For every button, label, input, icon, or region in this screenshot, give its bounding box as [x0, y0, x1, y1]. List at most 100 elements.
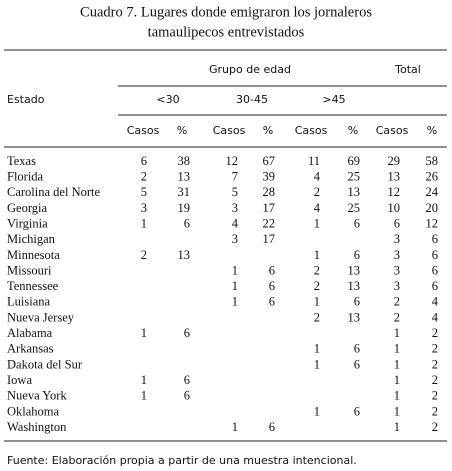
cell: 13	[388, 170, 401, 184]
cell: 38	[178, 154, 191, 168]
cell: 1	[394, 373, 400, 387]
sub-header: %	[263, 124, 273, 137]
state-name: Georgia	[7, 201, 47, 215]
state-name: Missouri	[7, 263, 52, 277]
cell: 6	[354, 248, 360, 262]
cell: 6	[432, 248, 438, 262]
state-name: Luisiana	[7, 295, 50, 309]
sub-header: Casos	[295, 124, 328, 137]
cell: 67	[263, 154, 276, 168]
cell: 3	[141, 201, 147, 215]
age-group: <30	[156, 93, 179, 106]
cell: 3	[232, 201, 238, 215]
cell: 6	[394, 216, 400, 230]
cell: 29	[388, 154, 401, 168]
sub-header: Casos	[127, 124, 160, 137]
cell: 17	[263, 232, 276, 246]
cell: 6	[184, 389, 190, 403]
cell: 13	[348, 310, 361, 324]
cell: 1	[141, 326, 147, 340]
cell: 6	[269, 420, 275, 434]
sub-header: Casos	[213, 124, 246, 137]
cell: 17	[263, 201, 276, 215]
cell: 3	[394, 248, 400, 262]
cell: 1	[314, 248, 320, 262]
state-name: Minnesota	[7, 248, 60, 262]
cell: 1	[232, 295, 238, 309]
cell: 1	[232, 263, 238, 277]
cell: 22	[263, 216, 276, 230]
title: Cuadro 7. Lugares donde emigraron los jo…	[80, 4, 372, 20]
state-name: Arkansas	[7, 342, 54, 356]
cell: 31	[178, 185, 191, 199]
cell: 13	[348, 263, 361, 277]
cell: 4	[232, 216, 239, 230]
state-name: Alabama	[7, 326, 53, 340]
total-header: Total	[394, 63, 421, 76]
cell: 12	[388, 185, 401, 199]
cell: 6	[184, 373, 190, 387]
cell: 5	[232, 185, 238, 199]
cell: 58	[426, 154, 439, 168]
cell: 6	[269, 263, 275, 277]
state-name: Florida	[7, 170, 44, 184]
cell: 1	[141, 373, 147, 387]
cell: 6	[269, 279, 275, 293]
cell: 2	[432, 420, 438, 434]
cell: 13	[178, 248, 191, 262]
row-header: Estado	[7, 93, 45, 106]
group-header: Grupo de edad	[209, 63, 291, 76]
cell: 25	[348, 170, 361, 184]
cell: 6	[141, 154, 147, 168]
cell: 4	[314, 201, 321, 215]
cell: 69	[348, 154, 361, 168]
cell: 6	[354, 295, 360, 309]
state-name: Oklahoma	[7, 404, 60, 418]
cell: 11	[308, 154, 320, 168]
cell: 2	[432, 357, 438, 371]
cell: 1	[394, 342, 400, 356]
state-name: Michigan	[7, 232, 56, 246]
cell: 28	[263, 185, 276, 199]
cell: 1	[394, 389, 400, 403]
cell: 13	[348, 279, 361, 293]
cell: 1	[314, 295, 320, 309]
cell: 6	[354, 216, 360, 230]
state-name: Nueva York	[7, 389, 67, 403]
cell: 1	[394, 326, 400, 340]
state-name: Tennessee	[7, 279, 59, 293]
cell: 2	[432, 404, 438, 418]
cell: 2	[432, 373, 438, 387]
cell: 7	[232, 170, 238, 184]
cell: 2	[394, 310, 400, 324]
sub-header: %	[177, 124, 187, 137]
state-name: Iowa	[7, 373, 32, 387]
cell: 20	[426, 201, 439, 215]
cell: 3	[394, 232, 400, 246]
cell: 2	[314, 279, 320, 293]
state-name: Nueva Jersey	[7, 310, 75, 324]
cell: 24	[426, 185, 439, 199]
cell: 2	[432, 326, 438, 340]
cell: 6	[184, 216, 190, 230]
cell: 6	[184, 326, 190, 340]
cell: 1	[314, 342, 320, 356]
cell: 2	[141, 170, 147, 184]
cell: 4	[432, 295, 439, 309]
state-name: Virginia	[7, 216, 48, 230]
cell: 6	[354, 357, 360, 371]
cell: 1	[232, 279, 238, 293]
title: tamaulipecos entrevistados	[148, 24, 305, 40]
state-name: Dakota del Sur	[7, 357, 83, 371]
cell: 1	[314, 404, 320, 418]
cell: 6	[354, 342, 360, 356]
cell: 1	[141, 216, 147, 230]
cell: 1	[314, 216, 320, 230]
cell: 5	[141, 185, 147, 199]
cell: 2	[314, 310, 320, 324]
cell: 26	[426, 170, 439, 184]
cell: 1	[314, 357, 320, 371]
state-name: Carolina del Norte	[7, 185, 100, 199]
cell: 19	[178, 201, 191, 215]
